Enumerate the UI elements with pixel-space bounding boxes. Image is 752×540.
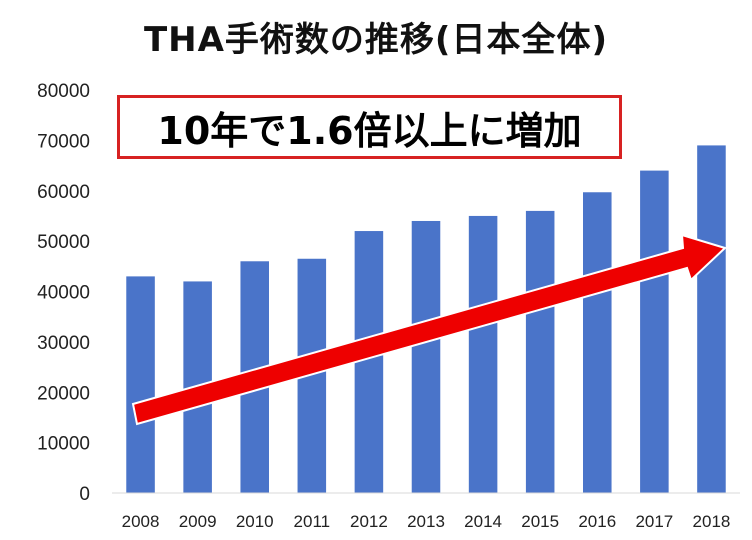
bar-2016: [583, 192, 612, 494]
x-tick-label: 2016: [578, 512, 616, 531]
x-tick-label: 2011: [294, 512, 331, 531]
trend-arrow-shape: [131, 233, 727, 426]
bar-2012: [354, 231, 384, 494]
x-tick-label: 2008: [122, 512, 160, 531]
bar-2013: [411, 220, 441, 493]
y-tick-label: 40000: [37, 283, 90, 304]
x-tick-label: 2010: [236, 512, 274, 531]
x-tick-label: 2009: [179, 512, 217, 531]
y-tick-label: 50000: [37, 232, 90, 253]
x-tick-label: 2018: [693, 512, 731, 531]
x-tick-label: 2014: [464, 512, 502, 531]
bar-2008: [126, 276, 155, 493]
y-axis: 0 10000 20000 30000 40000 50000 60000 70000 8000…: [37, 81, 90, 505]
x-tick-label: 2015: [521, 512, 559, 531]
y-tick-label: 60000: [37, 182, 90, 203]
bar-2018: [697, 145, 726, 493]
bars: [126, 145, 726, 494]
bar-2015: [525, 210, 555, 493]
bar-2014: [468, 215, 498, 493]
y-tick-label: 30000: [37, 333, 90, 354]
y-tick-label: 80000: [37, 81, 90, 102]
y-tick-label: 70000: [37, 131, 90, 152]
x-axis: 2008 2009 2010 2011 2012 2013 2014 2015 2016 2017…: [112, 492, 740, 531]
y-tick-label: 20000: [37, 383, 90, 404]
y-tick-label: 0: [79, 484, 90, 505]
bar-2017: [640, 170, 669, 493]
x-tick-label: 2017: [635, 512, 673, 531]
x-tick-label: 2013: [407, 512, 445, 531]
y-tick-label: 10000: [37, 434, 90, 455]
trend-arrow: [131, 233, 727, 426]
chart-title: THA手術数の推移(日本全体): [143, 20, 609, 60]
x-tick-label: 2012: [350, 512, 388, 531]
callout-box: 10年で1.6倍以上に増加: [117, 95, 622, 159]
